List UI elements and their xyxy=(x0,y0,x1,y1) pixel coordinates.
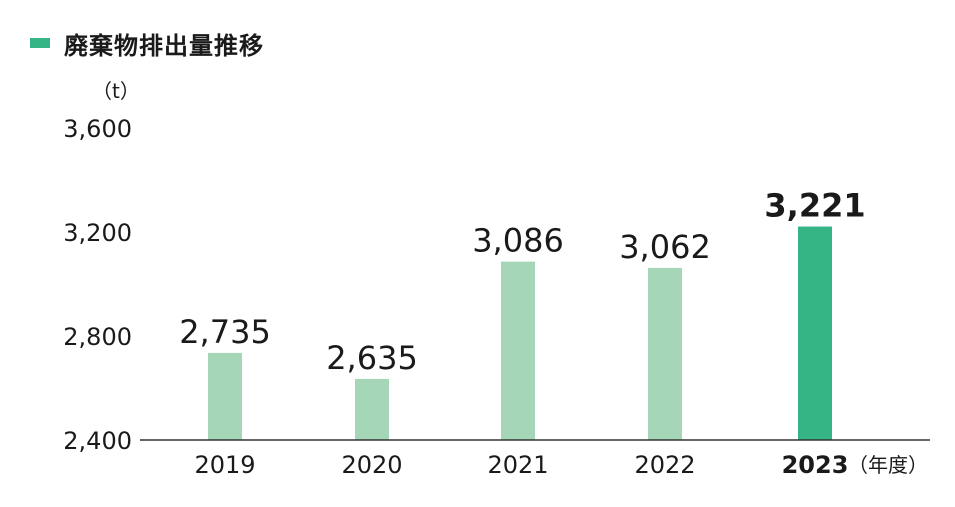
y-axis-unit-label: （t） xyxy=(92,79,140,103)
bar-2023 xyxy=(798,226,832,440)
bars xyxy=(208,226,832,440)
bar-2022 xyxy=(648,267,682,440)
chart-header: 廃棄物排出量推移 xyxy=(30,28,264,60)
value-label-2019: 2,735 xyxy=(179,313,271,351)
bar-2021 xyxy=(501,261,535,440)
x-tick-label-2023: 2023 xyxy=(782,451,849,479)
x-tick-label-2022: 2022 xyxy=(634,451,695,479)
y-tick-label: 2,800 xyxy=(63,323,132,351)
y-tick-label: 3,200 xyxy=(63,219,132,247)
x-tick-label-2019: 2019 xyxy=(194,451,255,479)
y-tick-label: 2,400 xyxy=(63,427,132,455)
x-axis-ticks: 2019 2020 2021 2022 2023 xyxy=(194,451,848,479)
value-label-2020: 2,635 xyxy=(326,339,418,377)
y-tick-label: 3,600 xyxy=(63,115,132,143)
bar-2020 xyxy=(355,378,389,440)
value-label-2023: 3,221 xyxy=(764,187,865,225)
title-marker-icon xyxy=(30,38,50,48)
value-labels: 2,735 2,635 3,086 3,062 3,221 xyxy=(179,187,865,377)
x-axis-unit-label: （年度） xyxy=(848,453,928,477)
value-label-2022: 3,062 xyxy=(619,228,711,266)
chart-title: 廃棄物排出量推移 xyxy=(64,31,264,60)
x-tick-label-2021: 2021 xyxy=(487,451,548,479)
value-label-2021: 3,086 xyxy=(472,222,564,260)
x-tick-label-2020: 2020 xyxy=(341,451,402,479)
bar-2019 xyxy=(208,352,242,440)
y-axis-ticks: 2,400 2,800 3,200 3,600 xyxy=(63,115,132,455)
